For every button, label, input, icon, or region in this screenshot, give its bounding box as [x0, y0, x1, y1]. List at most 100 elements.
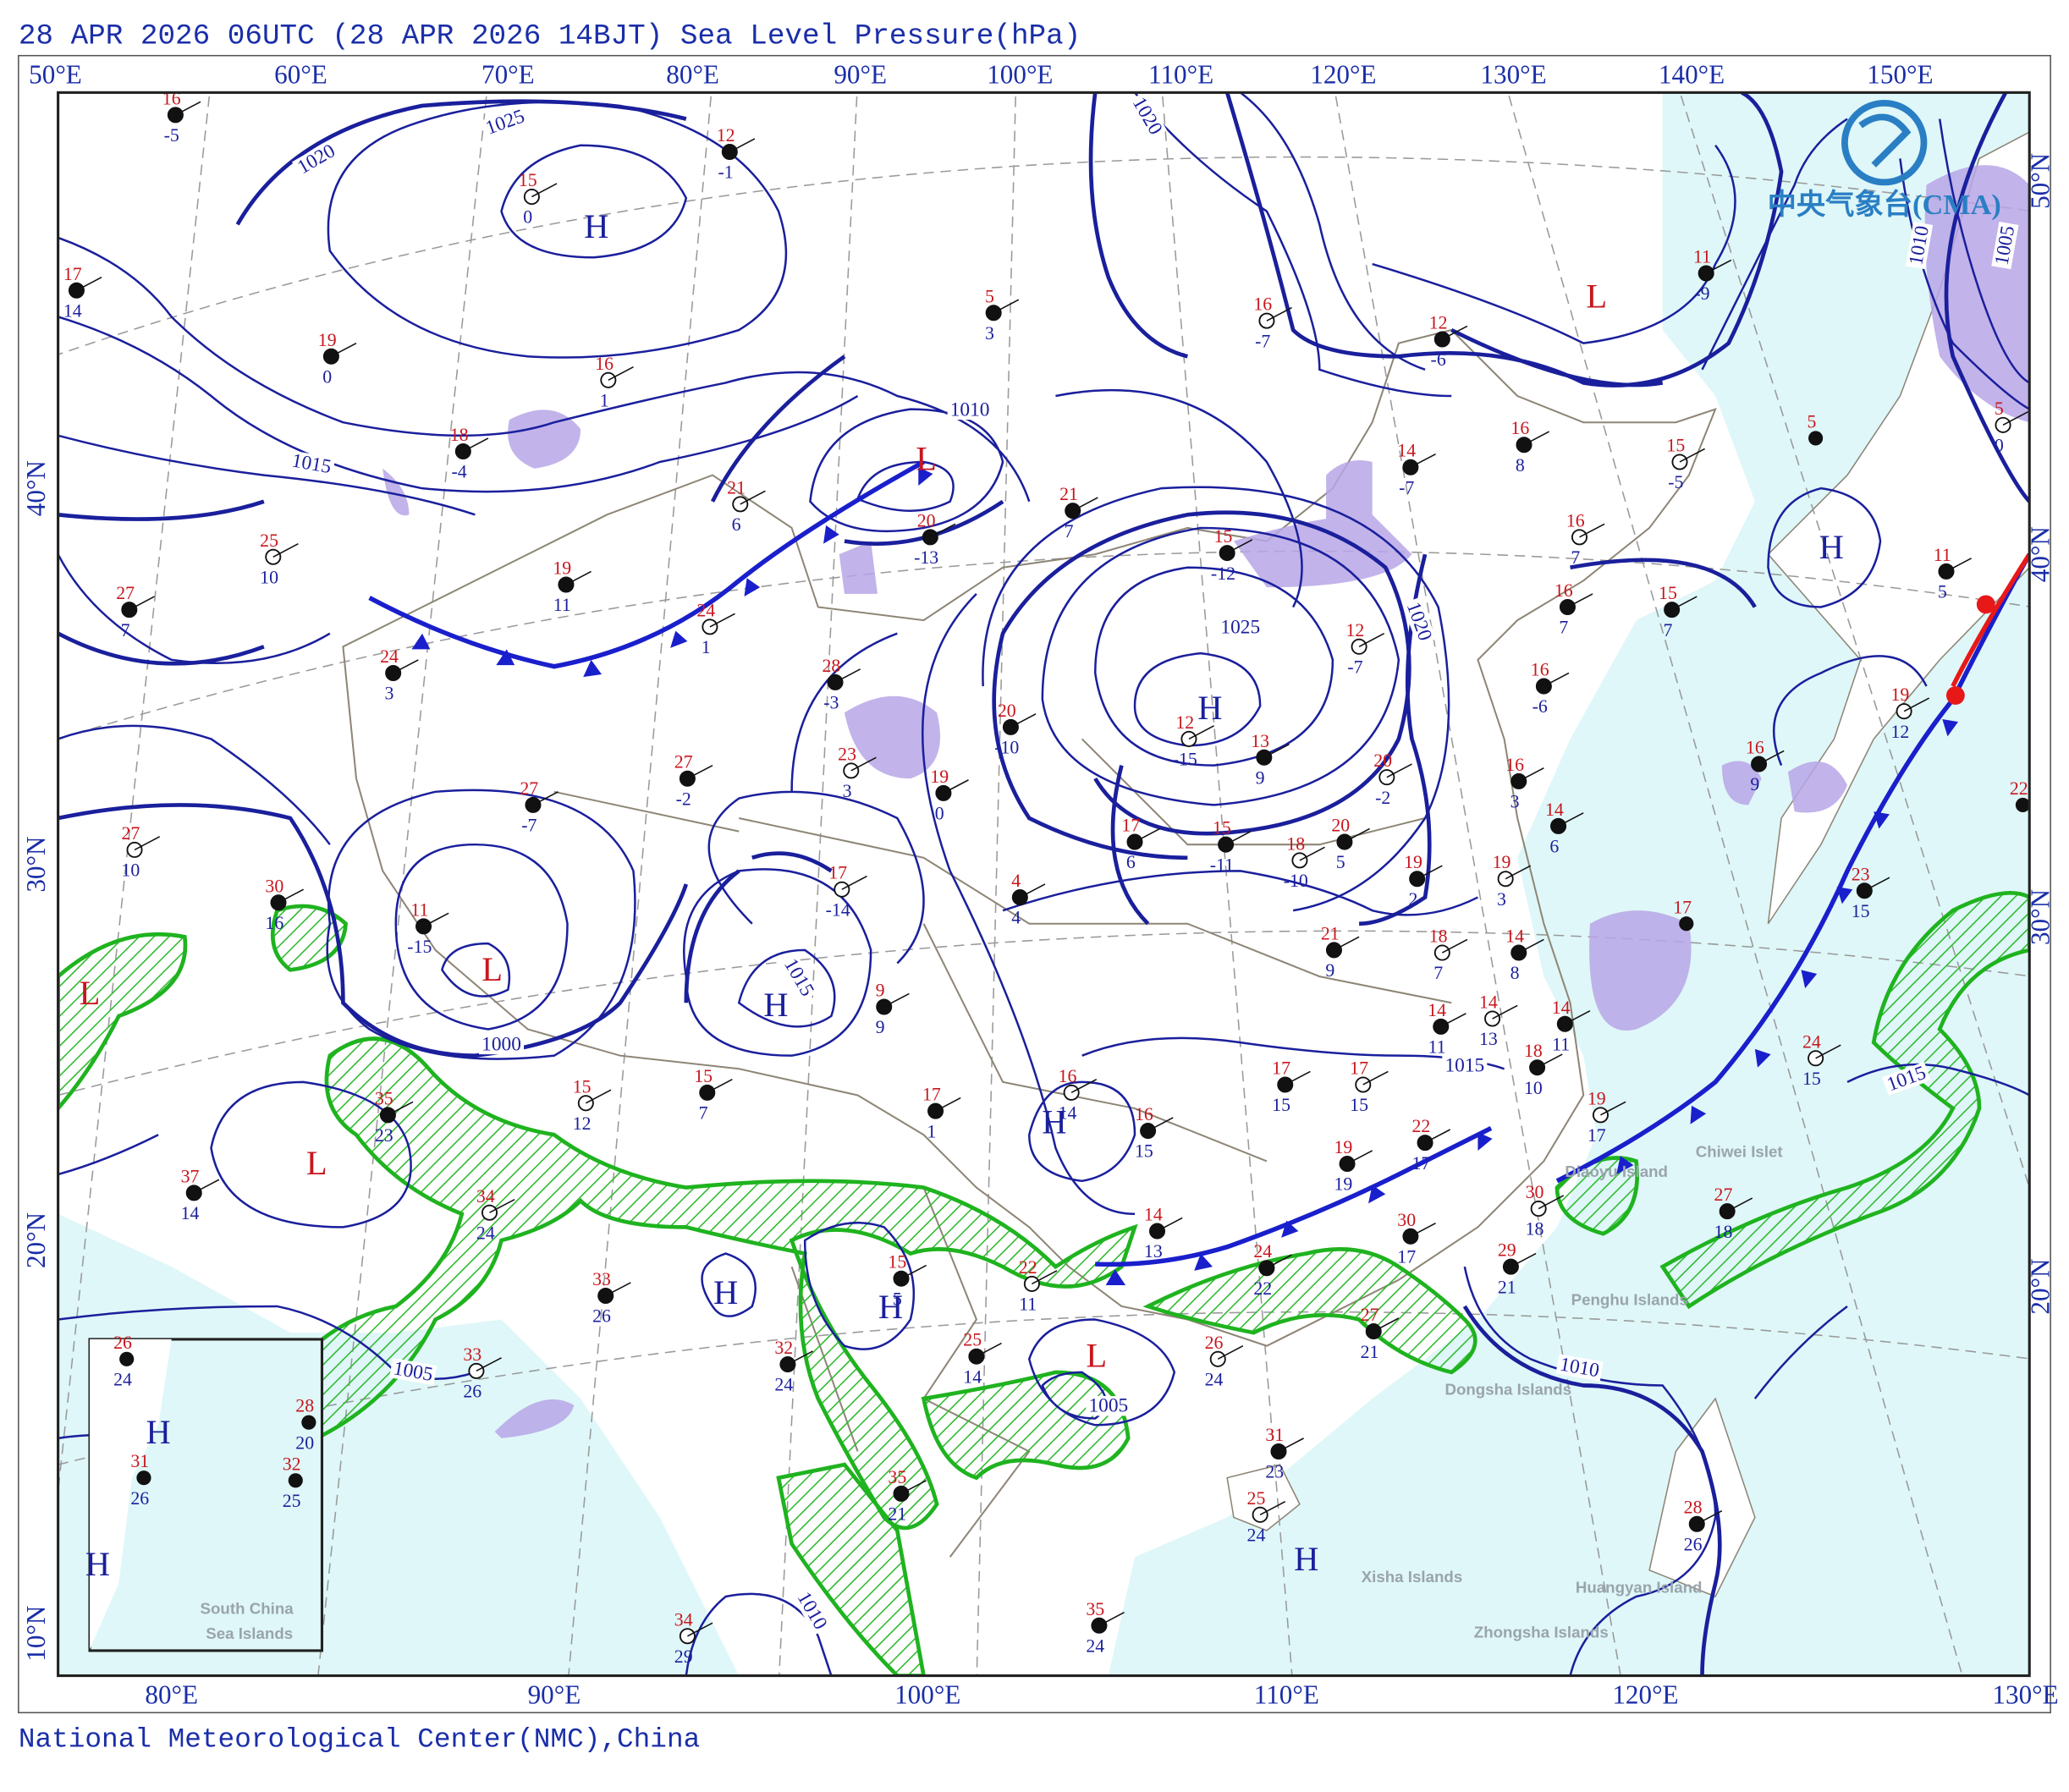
station: 25 24 [1247, 1488, 1286, 1546]
wind-barb [1679, 448, 1705, 463]
wind-barb [1538, 1195, 1565, 1210]
station: 14 11 [1552, 998, 1591, 1054]
station: 19 2 [1404, 852, 1443, 910]
temperature: 19 [1334, 1137, 1352, 1157]
temperature: 14 [1428, 1000, 1446, 1020]
temperature: 22 [1411, 1116, 1430, 1136]
cold-front-north [368, 459, 925, 669]
wind-barb [1510, 1252, 1537, 1267]
isobar-label-bg [779, 953, 819, 1003]
dewpoint: 25 [283, 1491, 301, 1511]
right-lat-label: 30°N [2026, 889, 2055, 945]
thunderstorm-areas [58, 891, 2030, 1676]
wind-barb [1543, 672, 1570, 687]
top-lon-label: 100°E [987, 59, 1053, 89]
place-label: Sea Islands [206, 1624, 293, 1642]
isobar-label-bg [1127, 92, 1168, 140]
temperature: 15 [1659, 583, 1677, 603]
dewpoint: -6 [1431, 349, 1446, 370]
station: 20 5 [1331, 816, 1370, 872]
station: 18 7 [1429, 926, 1468, 983]
temperature: 19 [553, 558, 571, 579]
dewpoint: -7 [521, 816, 537, 836]
wind-barb [709, 613, 735, 628]
temperature: 15 [888, 1252, 906, 1273]
temperature: 14 [1144, 1205, 1163, 1225]
wind-barb [707, 1079, 733, 1094]
station: 12 -15 [1173, 712, 1214, 770]
inset-station: 32 25 [283, 1454, 303, 1511]
station-dot [301, 1415, 316, 1430]
station-dot [1808, 431, 1824, 446]
temperature: 14 [1505, 926, 1524, 947]
wind-barb [1518, 767, 1544, 783]
station: 44 [1011, 871, 1046, 928]
wind-barb [687, 764, 713, 779]
temperature: 16 [1531, 660, 1549, 680]
sea [1108, 92, 2030, 1676]
temperature: 19 [1493, 852, 1511, 872]
temperature: 18 [1524, 1041, 1543, 1061]
temperature: 30 [1526, 1182, 1544, 1202]
temperature: 16 [595, 354, 614, 374]
dewpoint: 4 [1011, 908, 1021, 928]
dewpoint: 24 [113, 1370, 132, 1390]
dewpoint: 7 [121, 620, 130, 640]
wind-barb [489, 1198, 515, 1213]
temperature: 20 [1331, 816, 1350, 836]
wind-barb [1410, 1223, 1436, 1237]
wind-barb [1579, 523, 1605, 538]
dewpoint: -7 [1255, 331, 1270, 351]
temperature: 27 [121, 823, 140, 844]
temperature: 12 [1429, 312, 1448, 333]
dewpoint: 15 [1852, 901, 1870, 921]
station: 34 24 [476, 1186, 515, 1243]
wind-barb [1188, 725, 1214, 740]
wind-barb [1259, 1501, 1286, 1516]
station: 24 1 [696, 600, 735, 657]
top-lon-label: 50°E [29, 59, 82, 89]
pressure-center: H [146, 1413, 170, 1451]
dewpoint: -4 [452, 462, 467, 482]
station: 27 7 [116, 583, 155, 640]
wind-barb [687, 1622, 713, 1637]
wind-barb [1032, 1270, 1058, 1285]
pressure-center: H [1819, 528, 1844, 566]
station: 20 -2 [1373, 750, 1412, 808]
dewpoint: 1 [600, 390, 609, 410]
temperature: 20 [917, 510, 936, 530]
place-label: Dongsha Islands [1444, 1380, 1571, 1398]
dewpoint: 7 [1065, 521, 1074, 541]
station: 18 -4 [450, 425, 489, 482]
dewpoint: 8 [1510, 963, 1520, 983]
temperature: 17 [828, 863, 847, 883]
wind-barb [976, 1342, 1002, 1357]
station: 19 0 [318, 330, 357, 387]
wind-barb [1010, 713, 1037, 728]
temperature: 31 [130, 1451, 149, 1471]
right-lat-label: 50°N [2026, 153, 2055, 209]
station: 15 5 [888, 1252, 927, 1309]
pressure-center: L [1086, 1337, 1107, 1375]
isobar-label-bg [1882, 1061, 1931, 1097]
station: 32 24 [774, 1338, 813, 1395]
dewpoint: -12 [1211, 563, 1235, 584]
map-frame [57, 91, 2031, 1678]
station: 16 -7 [1253, 294, 1292, 351]
wind-barb [1523, 431, 1549, 446]
dewpoint: 1 [702, 637, 711, 657]
temperature: 16 [1746, 738, 1764, 758]
dewpoint: 6 [732, 514, 741, 535]
temperature: 34 [674, 1609, 693, 1630]
isobar-label: 1015 [1444, 1054, 1484, 1076]
place-label: Diaoyu Island [1565, 1163, 1668, 1180]
station: 34 29 [674, 1609, 713, 1667]
dewpoint: 24 [476, 1223, 495, 1243]
station: 18 -10 [1284, 833, 1325, 891]
temperature: 12 [717, 125, 735, 146]
dewpoint: 7 [1571, 547, 1580, 568]
temperature: 32 [283, 1454, 301, 1474]
station: 14 6 [1545, 800, 1584, 857]
dewpoint: -7 [1347, 657, 1362, 677]
